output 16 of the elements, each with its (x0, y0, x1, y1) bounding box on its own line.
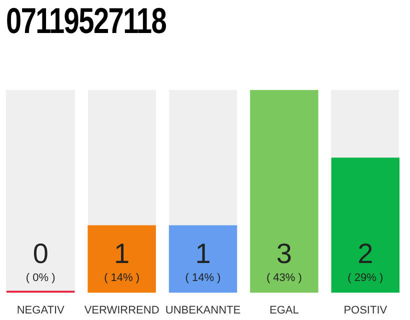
x-tick-label: VERWIRREND (84, 304, 160, 316)
annotation: ( 0% ) (26, 272, 56, 284)
data-label: 1 (114, 238, 130, 269)
data-label: 1 (195, 238, 211, 269)
annotation: ( 29% ) (348, 272, 384, 284)
x-tick-label: POSITIV (344, 304, 388, 316)
data-label: 2 (358, 238, 374, 269)
data-label: 0 (32, 238, 48, 269)
x-tick-label: EGAL (270, 304, 299, 316)
chart-title: 07119527118 (6, 0, 166, 42)
annotation: ( 43% ) (266, 272, 302, 284)
data-label: 3 (276, 238, 292, 269)
annotation: ( 14% ) (104, 272, 140, 284)
x-tick-label: NEGATIV (16, 304, 65, 316)
annotation: ( 14% ) (185, 272, 221, 284)
x-tick-label: UNBEKANNTE (165, 304, 241, 316)
